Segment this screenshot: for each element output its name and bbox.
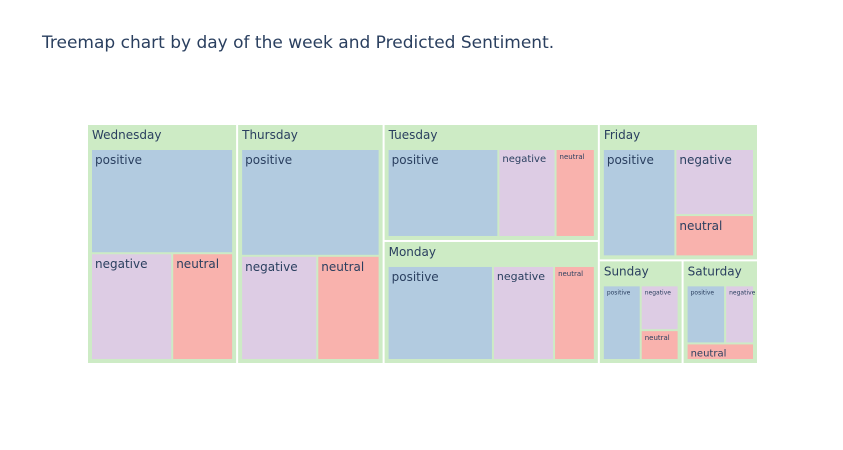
leaf-label-friday-positive: positive <box>607 153 654 167</box>
treemap-group-thursday[interactable]: Thursday positive negative neutral <box>238 125 383 363</box>
leaf-tile-thursday-neutral[interactable] <box>318 256 379 359</box>
leaf-tile-saturday-neutral[interactable] <box>687 344 753 359</box>
leaf-label-friday-negative: negative <box>679 153 731 167</box>
leaf-tile-tuesday-positive[interactable] <box>388 150 498 236</box>
leaf-label-wednesday-neutral: neutral <box>176 257 219 271</box>
group-label-saturday: Saturday <box>688 264 742 278</box>
treemap-group-monday[interactable]: Monday positive negative neutral <box>384 241 598 363</box>
group-label-thursday: Thursday <box>241 128 298 142</box>
treemap-group-wednesday[interactable]: Wednesday positive negative neutral <box>88 125 237 363</box>
leaf-label-sunday-negative: negative <box>645 289 672 296</box>
leaf-label-monday-positive: positive <box>392 270 439 284</box>
treemap-group-tuesday[interactable]: Tuesday positive negative neutral <box>384 125 598 240</box>
leaf-label-sunday-positive: positive <box>607 289 631 296</box>
leaf-label-tuesday-neutral: neutral <box>560 153 585 161</box>
leaf-label-tuesday-negative: negative <box>502 154 546 165</box>
leaf-tile-monday-positive[interactable] <box>388 266 492 359</box>
treemap-group-saturday[interactable]: Saturday positive negative neutral <box>683 261 757 363</box>
leaf-tile-tuesday-neutral[interactable] <box>556 150 594 236</box>
leaf-label-friday-neutral: neutral <box>679 219 722 233</box>
leaf-label-tuesday-positive: positive <box>392 153 439 167</box>
leaf-tile-friday-positive[interactable] <box>603 150 675 256</box>
group-label-monday: Monday <box>389 245 436 259</box>
leaf-label-saturday-negative: negative <box>729 289 756 296</box>
leaf-tile-monday-negative[interactable] <box>493 266 554 359</box>
leaf-tile-monday-neutral[interactable] <box>555 266 594 359</box>
leaf-tile-saturday-negative[interactable] <box>726 286 753 343</box>
leaf-tile-saturday-positive[interactable] <box>687 286 725 343</box>
leaf-tile-wednesday-positive[interactable] <box>92 150 233 253</box>
treemap-group-friday[interactable]: Friday positive negative neutral <box>599 125 757 260</box>
leaf-label-thursday-positive: positive <box>245 153 292 167</box>
chart-title: Treemap chart by day of the week and Pre… <box>42 33 555 53</box>
leaf-label-thursday-neutral: neutral <box>321 260 364 274</box>
leaf-label-sunday-neutral: neutral <box>645 334 670 342</box>
leaf-tile-tuesday-negative[interactable] <box>499 150 555 236</box>
leaf-tile-sunday-positive[interactable] <box>603 286 640 359</box>
group-label-tuesday: Tuesday <box>388 128 438 142</box>
leaf-label-thursday-negative: negative <box>245 260 297 274</box>
leaf-label-saturday-neutral: neutral <box>691 348 727 359</box>
group-label-wednesday: Wednesday <box>92 128 161 142</box>
leaf-label-saturday-positive: positive <box>691 289 715 296</box>
leaf-tile-sunday-negative[interactable] <box>641 286 678 330</box>
leaf-tile-friday-neutral[interactable] <box>676 216 753 256</box>
leaf-tile-wednesday-negative[interactable] <box>92 254 172 359</box>
leaf-label-wednesday-positive: positive <box>95 153 142 167</box>
leaf-tile-thursday-positive[interactable] <box>242 150 379 255</box>
leaf-label-wednesday-negative: negative <box>95 257 147 271</box>
leaf-label-monday-neutral: neutral <box>558 270 583 278</box>
treemap-group-sunday[interactable]: Sunday positive negative neutral <box>599 261 682 363</box>
leaf-tile-sunday-neutral[interactable] <box>641 331 678 359</box>
group-label-sunday: Sunday <box>604 264 649 278</box>
group-label-friday: Friday <box>604 128 640 142</box>
leaf-tile-wednesday-neutral[interactable] <box>173 254 233 359</box>
leaf-label-monday-negative: negative <box>497 270 545 283</box>
leaf-tile-thursday-negative[interactable] <box>242 256 317 359</box>
leaf-tile-friday-negative[interactable] <box>676 150 753 215</box>
